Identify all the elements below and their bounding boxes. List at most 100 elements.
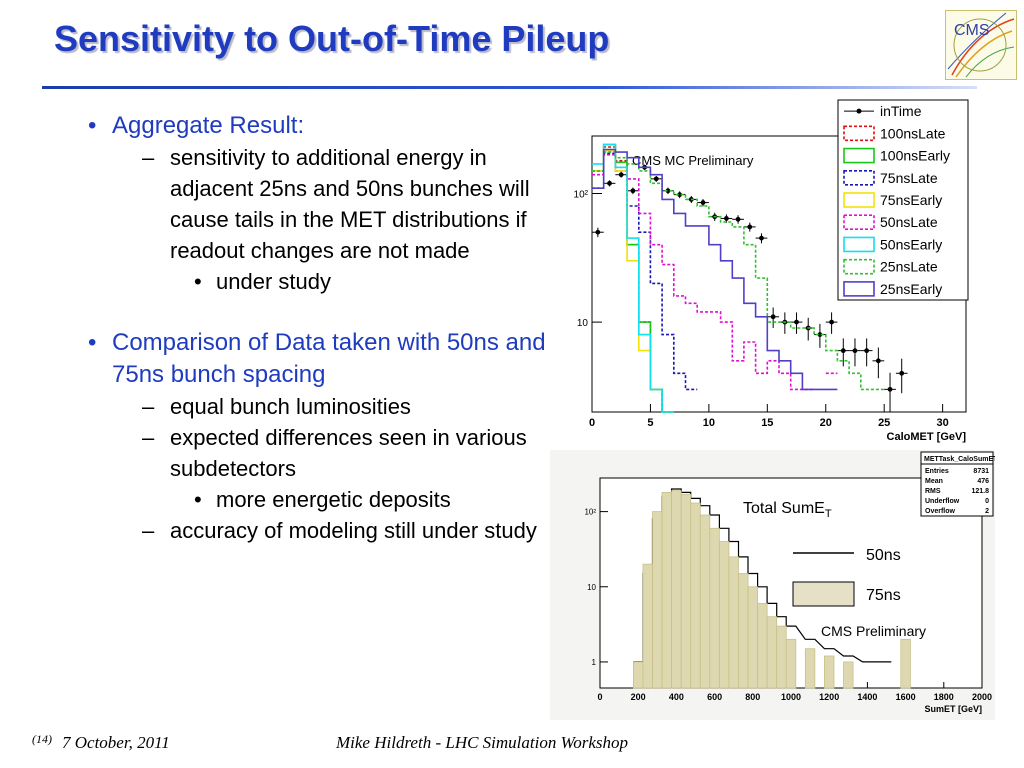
legend-label-intime: inTime (880, 103, 922, 119)
x-tick-label: 20 (820, 417, 832, 429)
y-tick-label: 10 (577, 318, 589, 329)
point-intime (759, 235, 764, 241)
point-intime (794, 319, 799, 325)
y-tick-label: 10² (574, 190, 589, 201)
stats-value-rms: 121.8 (971, 488, 989, 495)
x-tick-label: 0 (597, 692, 602, 702)
series-25nsearly (592, 148, 838, 391)
stats-value-overflow: 2 (985, 508, 989, 515)
bar-75ns (785, 638, 797, 689)
point-intime (817, 332, 823, 337)
point-intime (665, 188, 671, 194)
bar-75ns (824, 655, 835, 689)
x-tick-label: 1200 (819, 692, 839, 702)
x-tick-label: 30 (937, 417, 949, 429)
x-tick-label: 1400 (857, 692, 877, 702)
chart-annotation-subscript: T (825, 508, 832, 520)
stats-value-entries: 8731 (973, 468, 989, 475)
x-tick-label: 1800 (934, 692, 954, 702)
bullet-sensitivity: sensitivity to additional energy in adja… (80, 142, 560, 266)
x-tick-label: 1600 (896, 692, 916, 702)
legend-swatch-75nsearly (843, 192, 875, 208)
footer-presenter: Mike Hildreth - LHC Simulation Workshop (336, 733, 628, 752)
legend-label-75ns: 75ns (866, 587, 901, 604)
stats-label-entries: Entries (925, 468, 949, 475)
chart-annotation: Total SumET (743, 500, 832, 520)
legend-label-25nsearly: 25nsEarly (880, 281, 942, 297)
stats-label-rms: RMS (925, 488, 941, 495)
bar-75ns (709, 527, 720, 689)
x-tick-label: 400 (669, 692, 684, 702)
series-25nslate (592, 151, 885, 391)
x-axis-label: SumET [GeV] (924, 704, 982, 714)
point-intime (864, 348, 870, 354)
chart-sub-annotation: CMS Preliminary (821, 623, 926, 639)
legend-swatch-50nslate (843, 214, 875, 231)
stats-value-underflow: 0 (985, 498, 989, 505)
x-tick-label: 1000 (781, 692, 801, 702)
legend-swatch-100nsearly (843, 147, 875, 164)
stats-box-title: METTask_CaloSumET (924, 456, 995, 463)
series-50nsearly (592, 143, 674, 413)
series-50nslate (592, 154, 838, 391)
bar-75ns (900, 638, 911, 689)
x-tick-label: 600 (707, 692, 722, 702)
point-intime (840, 348, 846, 354)
stats-value-mean: 476 (977, 478, 989, 485)
bullet-expected-differences: expected differences seen in various sub… (80, 422, 560, 484)
point-intime (607, 180, 612, 186)
y-tick-label: 10 (587, 583, 596, 592)
bar-75ns (633, 661, 644, 689)
bullet-comparison: Comparison of Data taken with 50ns and 7… (80, 327, 560, 391)
bar-75ns (757, 603, 768, 689)
legend-label-100nsearly: 100nsEarly (880, 148, 950, 164)
bar-75ns (766, 616, 778, 689)
stats-label-overflow: Overflow (925, 508, 956, 515)
legend-swatch-75ns (792, 581, 855, 607)
bar-75ns (728, 556, 739, 689)
calomet-chart: 0 5 10 15 20 25 30 10 10² CaloMET [GeV] CMS MC Pre… (574, 99, 969, 443)
legend-swatch-50nsearly (843, 236, 875, 253)
y-tick-label: 1 (592, 658, 597, 667)
point-intime (618, 172, 624, 178)
x-tick-label: 15 (761, 417, 773, 429)
series-75nslate (592, 152, 698, 391)
point-intime (700, 200, 706, 205)
title-divider (42, 86, 977, 89)
bar-75ns (671, 490, 682, 689)
point-intime (677, 192, 683, 198)
bar-75ns (680, 493, 692, 689)
bullet-energetic-deposits: more energetic deposits (80, 484, 560, 515)
bullet-aggregate-result: Aggregate Result: (80, 110, 560, 142)
cms-logo: CMS (945, 10, 1017, 80)
bar-75ns (661, 492, 673, 689)
point-intime (735, 216, 741, 222)
sumet-chart: 0 200 400 600 800 1000 1200 1400 1600 1800 2000 1 10… (550, 450, 995, 720)
x-tick-label: 200 (631, 692, 646, 702)
point-intime (899, 370, 905, 376)
x-tick-label: 0 (589, 417, 595, 429)
chart-annotation: CMS MC Preliminary (632, 153, 754, 168)
legend-swatch-100nslate (843, 125, 875, 142)
bar-75ns (747, 586, 758, 689)
legend-swatch-75nslate (843, 169, 875, 186)
bullet-under-study: under study (80, 266, 560, 297)
bullet-equal-luminosities: equal bunch luminosities (80, 391, 560, 422)
bar-75ns (699, 514, 711, 689)
point-intime (653, 176, 659, 182)
point-intime (852, 348, 858, 354)
point-intime (595, 229, 601, 235)
stats-box (920, 451, 994, 517)
y-tick-label: 10² (584, 508, 596, 517)
bar-75ns (690, 502, 701, 689)
bar-75ns (718, 541, 730, 689)
bar-75ns (843, 661, 854, 689)
x-tick-label: 5 (647, 417, 653, 429)
x-axis-label: CaloMET [GeV] (887, 431, 967, 443)
legend-box (837, 99, 969, 301)
bullet-accuracy: accuracy of modeling still under study (80, 515, 560, 546)
bar-75ns (804, 648, 816, 689)
page-number: (14) (32, 732, 52, 746)
legend-label-100nslate: 100nsLate (880, 125, 946, 141)
bar-75ns (642, 563, 653, 689)
